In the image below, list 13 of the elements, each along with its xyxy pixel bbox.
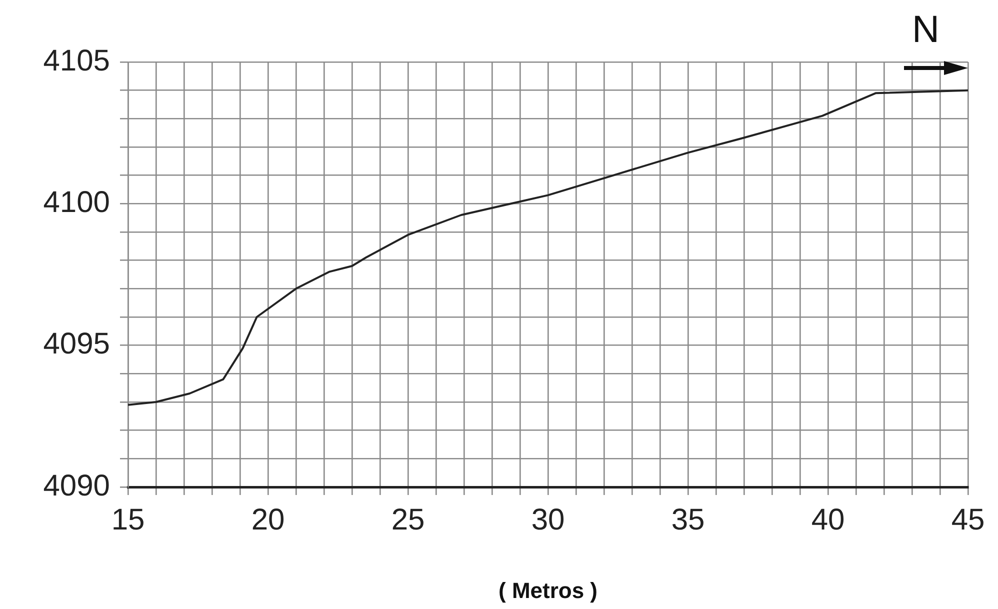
x-tick-label: 30 <box>531 503 565 536</box>
x-axis-title: ( Metros ) <box>498 578 598 603</box>
x-tick-label: 25 <box>391 503 425 536</box>
y-tick-label: 4095 <box>43 328 110 361</box>
x-tick-label: 45 <box>951 503 985 536</box>
text: N <box>912 8 940 52</box>
x-tick-label: 35 <box>671 503 705 536</box>
x-tick-label: 40 <box>811 503 845 536</box>
x-tick-label: 15 <box>111 503 145 536</box>
y-tick-label: 4100 <box>43 186 110 219</box>
y-tick-label: 4105 <box>43 44 110 78</box>
x-tick-label: 20 <box>251 503 285 536</box>
y-tick-label: 4090 <box>43 469 110 502</box>
